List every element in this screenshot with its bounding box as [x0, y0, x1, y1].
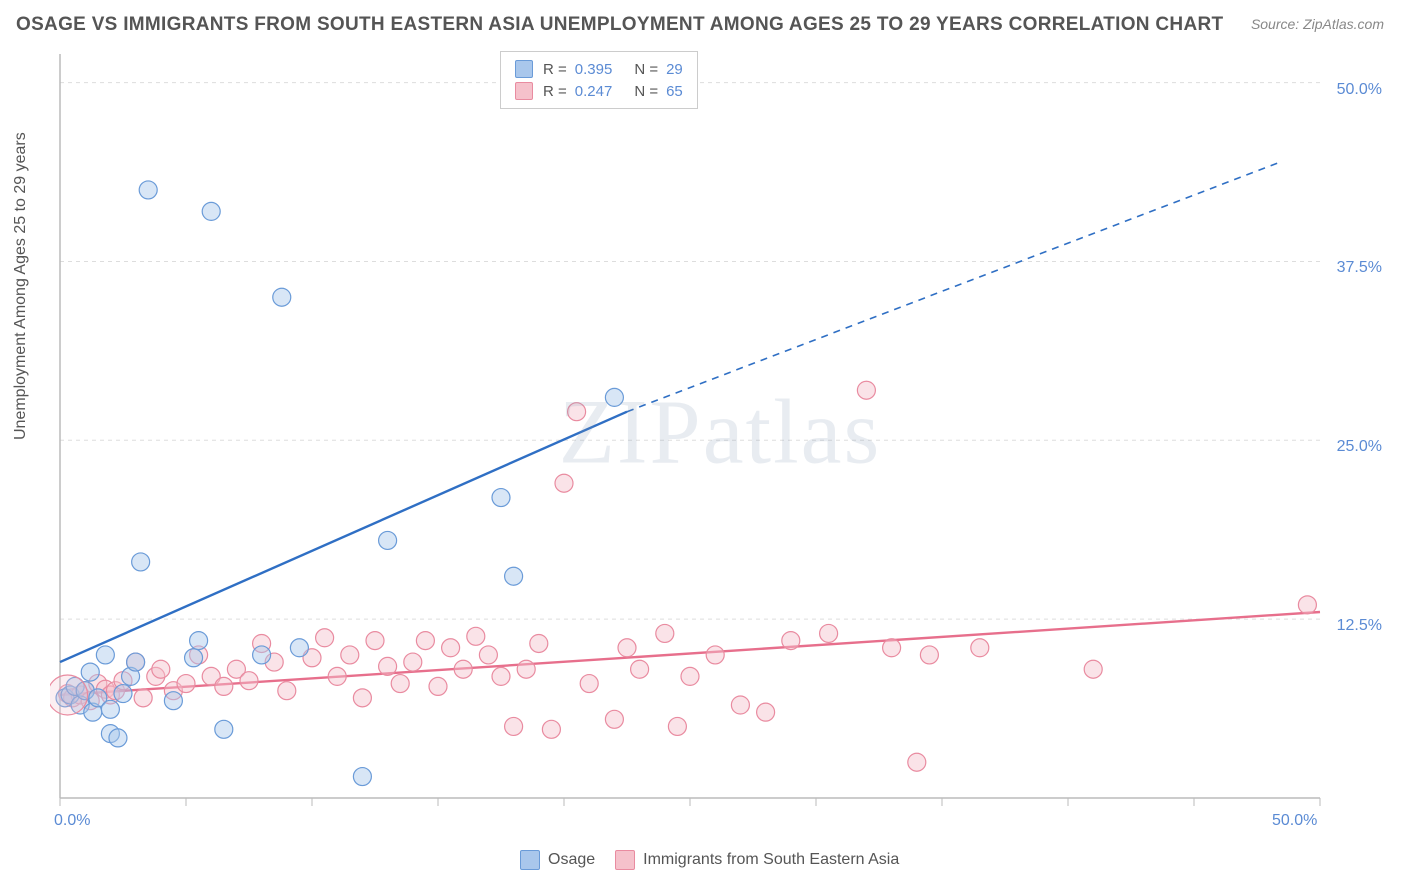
y-tick-label: 50.0% — [1322, 81, 1382, 99]
legend-correlation-row: R = 0.395 N = 29 — [515, 58, 683, 80]
x-tick-label: 50.0% — [1272, 812, 1317, 830]
chart-area: ZIPatlas R =0.395N =29R =0.247N =65 Osag… — [50, 46, 1390, 828]
legend-series-item: Immigrants from South Eastern Asia — [615, 850, 899, 870]
legend-series-label: Osage — [548, 851, 595, 869]
legend-correlation: R = 0.395 N = 29 R = 0.247 N = 65 — [500, 51, 698, 109]
legend-swatch — [615, 850, 635, 870]
legend-series-label: Immigrants from South Eastern Asia — [643, 851, 899, 869]
legend-r-label: R = — [543, 83, 567, 100]
legend-swatch — [515, 60, 533, 78]
chart-title: OSAGE VS IMMIGRANTS FROM SOUTH EASTERN A… — [16, 14, 1223, 36]
legend-n-label: N = — [634, 83, 658, 100]
y-tick-label: 12.5% — [1322, 617, 1382, 635]
legend-series: Osage Immigrants from South Eastern Asia — [520, 850, 899, 870]
legend-r-label: R = — [543, 61, 567, 78]
source-attribution: Source: ZipAtlas.com — [1251, 16, 1384, 32]
x-tick-label: 0.0% — [54, 812, 90, 830]
y-tick-label: 25.0% — [1322, 438, 1382, 456]
y-axis-label: Unemployment Among Ages 25 to 29 years — [12, 132, 30, 440]
legend-swatch — [515, 82, 533, 100]
legend-correlation-row: R = 0.247 N = 65 — [515, 80, 683, 102]
legend-n-value: 29 — [666, 61, 683, 78]
legend-swatch — [520, 850, 540, 870]
legend-r-value: 0.247 — [575, 83, 613, 100]
scatter-chart-svg — [50, 46, 1390, 828]
legend-n-value: 65 — [666, 83, 683, 100]
legend-n-label: N = — [634, 61, 658, 78]
legend-r-value: 0.395 — [575, 61, 613, 78]
y-tick-label: 37.5% — [1322, 259, 1382, 277]
legend-series-item: Osage — [520, 850, 595, 870]
